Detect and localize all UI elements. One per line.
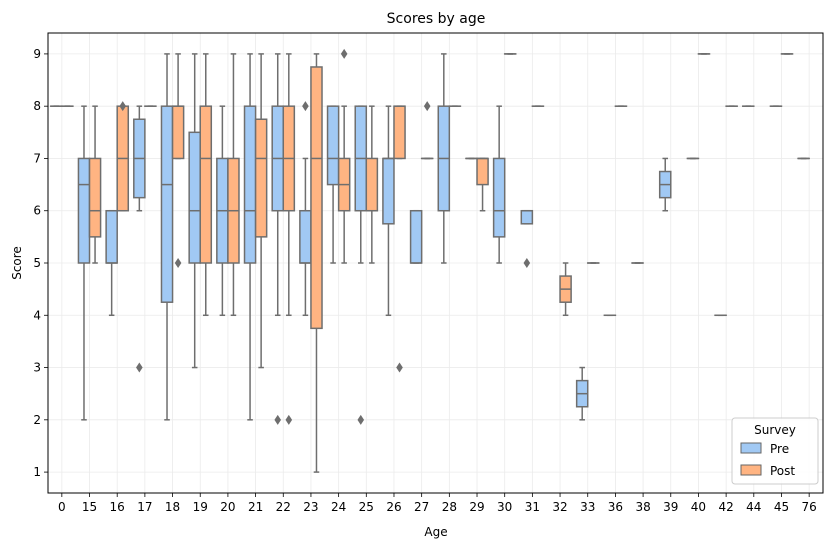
chart-title: Scores by age bbox=[387, 11, 486, 27]
legend-title: Survey bbox=[754, 423, 796, 437]
x-tick-label: 33 bbox=[580, 500, 595, 514]
box-post-26 bbox=[394, 106, 405, 158]
y-axis-label: Score bbox=[10, 246, 24, 280]
outlier-pre-25 bbox=[357, 415, 364, 425]
x-tick-label: 40 bbox=[691, 500, 706, 514]
x-tick-label: 31 bbox=[525, 500, 540, 514]
x-tick-label: 19 bbox=[193, 500, 208, 514]
box-pre-21 bbox=[245, 106, 256, 263]
outlier-post-22 bbox=[286, 415, 293, 425]
box-pre-15 bbox=[78, 158, 89, 263]
outlier-pre-31 bbox=[524, 258, 531, 268]
box-pre-30 bbox=[494, 158, 505, 236]
x-tick-label: 23 bbox=[303, 500, 318, 514]
box-post-25 bbox=[366, 158, 377, 210]
x-tick-label: 76 bbox=[802, 500, 817, 514]
legend-swatch-post bbox=[741, 465, 761, 475]
x-tick-label: 24 bbox=[331, 500, 346, 514]
x-tick-label: 36 bbox=[608, 500, 623, 514]
x-tick-label: 17 bbox=[137, 500, 152, 514]
y-tick-label: 1 bbox=[33, 465, 41, 479]
y-tick-label: 7 bbox=[33, 151, 41, 165]
x-axis-label: Age bbox=[424, 525, 447, 539]
legend: Survey Pre Post bbox=[732, 418, 818, 484]
x-tick-label: 18 bbox=[165, 500, 180, 514]
legend-swatch-pre bbox=[741, 443, 761, 453]
outlier-pre-17 bbox=[136, 363, 143, 373]
box-post-21 bbox=[256, 119, 267, 237]
x-tick-label: 29 bbox=[469, 500, 484, 514]
x-tick-label: 26 bbox=[386, 500, 401, 514]
outlier-post-27 bbox=[424, 101, 431, 111]
y-tick-label: 6 bbox=[33, 204, 41, 218]
y-tick-label: 2 bbox=[33, 413, 41, 427]
legend-label-pre: Pre bbox=[770, 442, 789, 456]
x-tick-label: 16 bbox=[110, 500, 125, 514]
x-tick-label: 0 bbox=[58, 500, 66, 514]
boxes bbox=[51, 49, 809, 472]
box-post-23 bbox=[311, 67, 322, 328]
box-pre-27 bbox=[411, 211, 422, 263]
box-pre-19 bbox=[189, 132, 200, 263]
x-tick-label: 30 bbox=[497, 500, 512, 514]
box-post-15 bbox=[90, 158, 101, 236]
legend-label-post: Post bbox=[770, 464, 795, 478]
outlier-post-26 bbox=[396, 363, 403, 373]
y-tick-label: 3 bbox=[33, 361, 41, 375]
box-pre-18 bbox=[161, 106, 172, 302]
box-post-19 bbox=[200, 106, 211, 263]
box-pre-26 bbox=[383, 158, 394, 223]
outlier-post-24 bbox=[341, 49, 348, 59]
x-tick-label: 22 bbox=[276, 500, 291, 514]
outlier-pre-23 bbox=[302, 101, 309, 111]
x-tick-label: 28 bbox=[442, 500, 457, 514]
outlier-post-18 bbox=[175, 258, 182, 268]
box-post-18 bbox=[173, 106, 184, 158]
y-tick-label: 5 bbox=[33, 256, 41, 270]
box-post-29 bbox=[477, 158, 488, 184]
x-tick-label: 15 bbox=[82, 500, 97, 514]
x-tick-label: 45 bbox=[774, 500, 789, 514]
x-tick-label: 38 bbox=[635, 500, 650, 514]
x-tick-label: 25 bbox=[359, 500, 374, 514]
x-tick-label: 21 bbox=[248, 500, 263, 514]
box-pre-31 bbox=[521, 211, 532, 224]
x-tick-label: 39 bbox=[663, 500, 678, 514]
y-tick-label: 8 bbox=[33, 99, 41, 113]
y-tick-label: 4 bbox=[33, 308, 41, 322]
x-tick-label: 44 bbox=[746, 500, 761, 514]
outlier-pre-22 bbox=[274, 415, 281, 425]
x-tick-label: 32 bbox=[552, 500, 567, 514]
box-pre-16 bbox=[106, 211, 117, 263]
y-tick-label: 9 bbox=[33, 47, 41, 61]
x-tick-label: 42 bbox=[718, 500, 733, 514]
box-pre-23 bbox=[300, 211, 311, 263]
box-pre-24 bbox=[328, 106, 339, 184]
x-tick-label: 20 bbox=[220, 500, 235, 514]
x-tick-label: 27 bbox=[414, 500, 429, 514]
